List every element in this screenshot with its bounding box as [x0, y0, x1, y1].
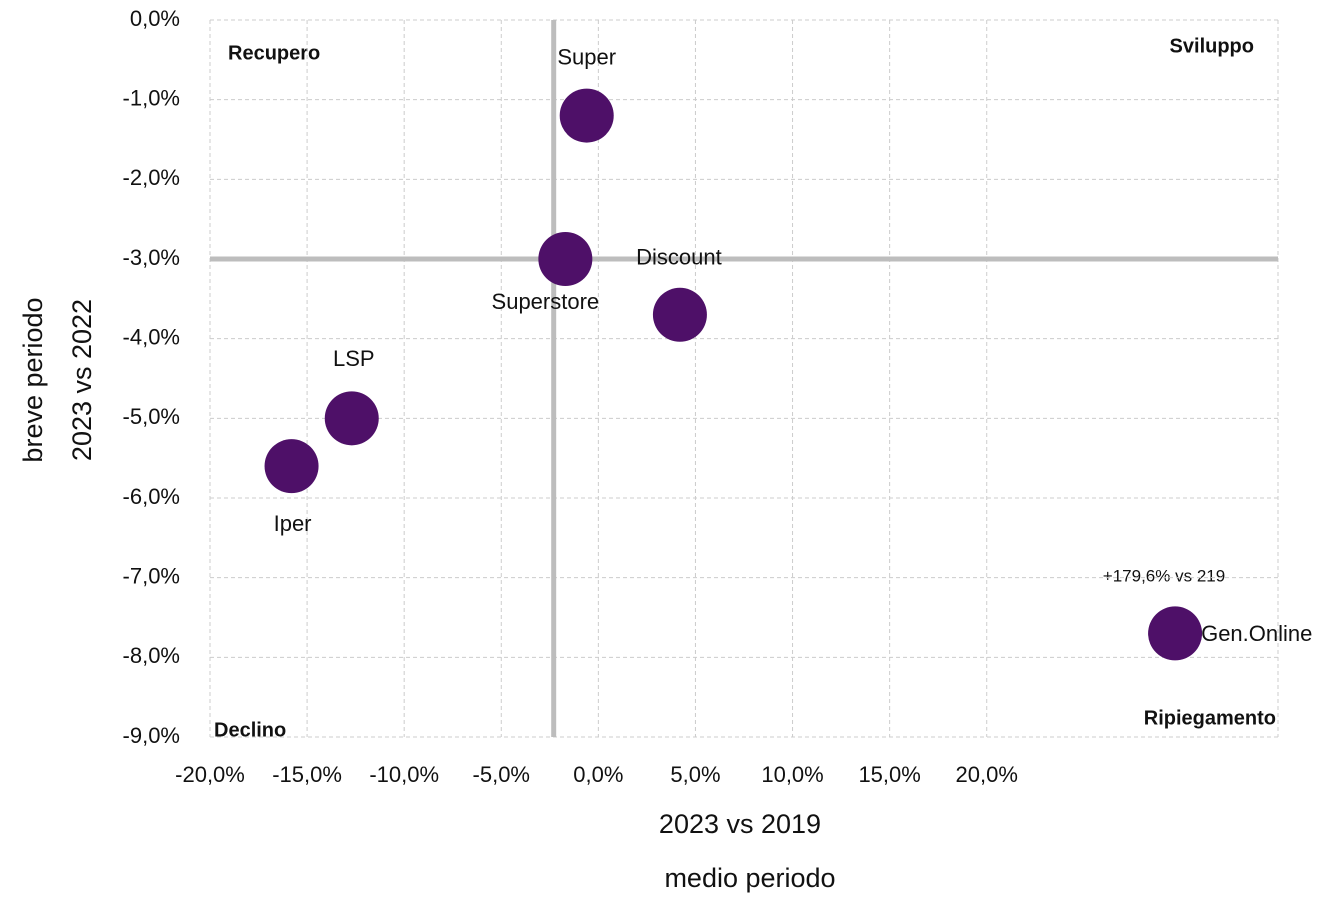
point-label: Iper [274, 511, 312, 536]
x-tick-label: 5,0% [670, 762, 720, 787]
x-tick-label: -15,0% [272, 762, 342, 787]
point-label: Gen.Online [1201, 621, 1312, 646]
x-tick-label: -5,0% [473, 762, 530, 787]
x-tick-label: 0,0% [573, 762, 623, 787]
y-tick-label: -2,0% [123, 165, 180, 190]
annotation: +179,6% vs 219 [1103, 566, 1225, 585]
x-tick-label: -20,0% [175, 762, 245, 787]
y-axis-label-2: 2023 vs 2022 [67, 299, 97, 461]
x-tick-label: 10,0% [761, 762, 823, 787]
x-tick-label: 15,0% [858, 762, 920, 787]
y-tick-label: -9,0% [123, 723, 180, 748]
point-label: Discount [636, 245, 722, 270]
x-axis-label-2: medio periodo [664, 863, 835, 893]
y-tick-label: -3,0% [123, 245, 180, 270]
bubble [559, 88, 614, 143]
quadrant-label: Declino [214, 719, 286, 741]
quadrant-label: Sviluppo [1170, 35, 1254, 57]
y-axis-label: breve periodo [18, 297, 48, 462]
y-tick-label: 0,0% [130, 6, 180, 31]
x-tick-label: -10,0% [369, 762, 439, 787]
y-tick-label: -7,0% [123, 563, 180, 588]
y-tick-label: -1,0% [123, 85, 180, 110]
y-tick-label: -8,0% [123, 643, 180, 668]
bubble [652, 287, 707, 342]
y-tick-label: -6,0% [123, 484, 180, 509]
bubble [538, 232, 593, 286]
point-label: Superstore [492, 289, 600, 314]
bubble [264, 439, 319, 494]
x-tick-label: 20,0% [956, 762, 1018, 787]
point-label: Super [557, 44, 616, 69]
x-axis-label: 2023 vs 2019 [659, 809, 821, 839]
point-label: LSP [333, 346, 375, 371]
y-tick-label: -4,0% [123, 324, 180, 349]
quadrant-label: Ripiegamento [1144, 707, 1276, 729]
bubble [324, 391, 379, 446]
y-tick-label: -5,0% [123, 404, 180, 429]
quadrant-label: Recupero [228, 42, 320, 64]
bubble [1148, 606, 1203, 661]
